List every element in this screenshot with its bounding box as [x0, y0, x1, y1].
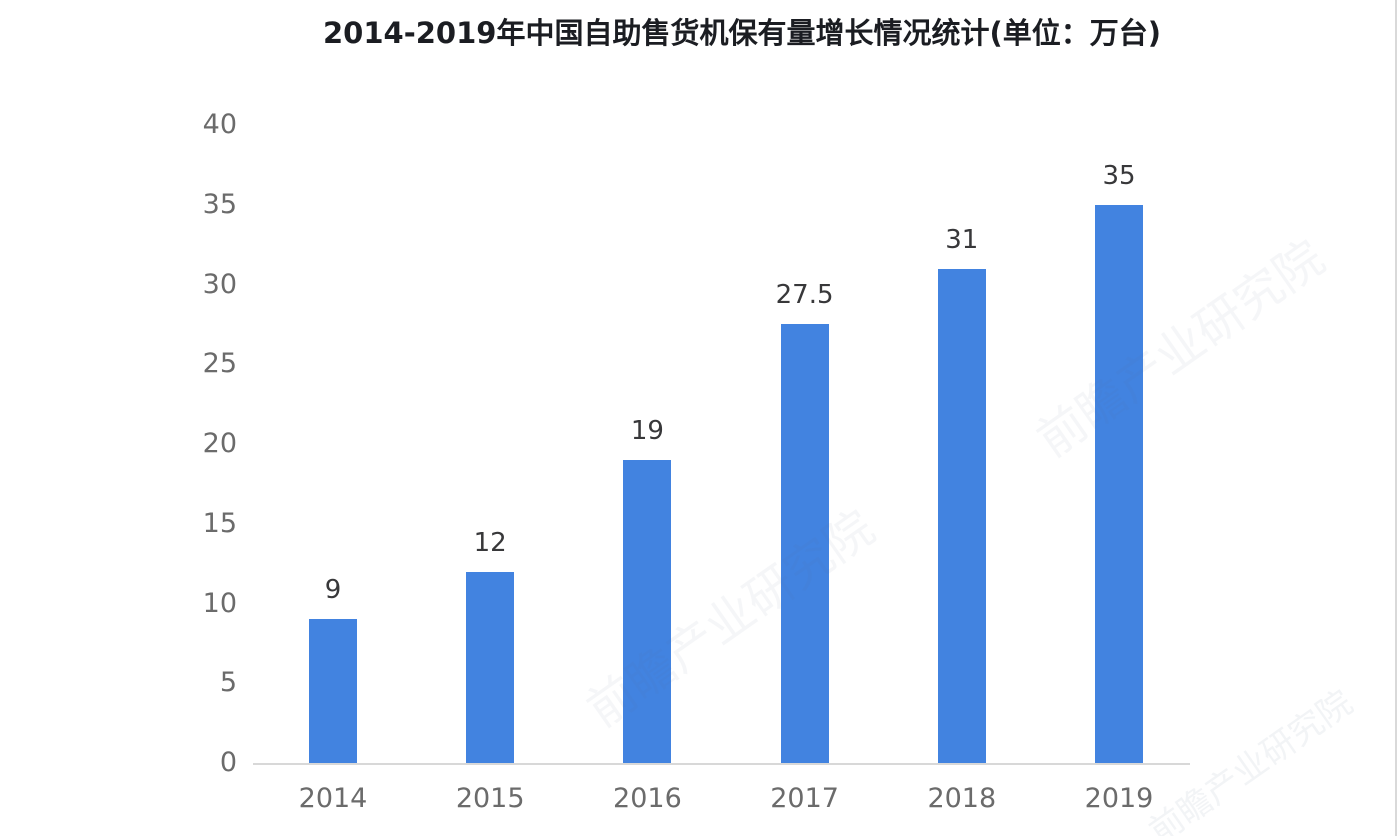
bar: [937, 268, 986, 763]
bar-group: 31 2018: [917, 125, 1007, 814]
bar-value-label: 35: [1102, 160, 1136, 191]
image-right-border: [1395, 0, 1397, 836]
y-axis-tick-label: 20: [202, 428, 237, 459]
bar-value-label: 27.5: [775, 280, 834, 311]
bar: [780, 324, 829, 763]
bar: [623, 459, 672, 763]
y-axis-tick-label: 15: [202, 507, 237, 539]
y-axis-tick-label: 5: [219, 667, 237, 699]
bar-group: 35 2019: [1074, 125, 1164, 814]
x-axis-label: 2014: [298, 783, 368, 814]
bar-group: 12 2015: [445, 125, 535, 814]
x-axis-label: 2019: [1084, 783, 1154, 814]
bar: [309, 619, 357, 763]
plot-box: 9 2014 12 2015 19 2016 27.5 2017 31 2018 35 2019: [253, 125, 1190, 814]
bar-group: 27.5 2017: [760, 125, 850, 814]
chart-title: 2014-2019年中国自助售货机保有量增长情况统计(单位：万台): [323, 16, 1161, 50]
y-axis-tick-label: 30: [202, 268, 237, 300]
bar-value-label: 19: [630, 415, 664, 446]
y-axis: 0 5 10 15 20 25 30 35 40: [157, 110, 237, 778]
bar: [1095, 204, 1143, 763]
bar-value-label: 31: [945, 224, 979, 255]
y-axis-tick-label: 25: [202, 348, 237, 380]
x-axis-label: 2016: [613, 783, 682, 814]
bar-value-label: 12: [473, 527, 507, 558]
y-axis-tick-label: 10: [202, 587, 237, 619]
bar-value-label: 9: [324, 575, 342, 606]
bar-group: 9 2014: [288, 125, 378, 814]
bar-group: 19 2016: [602, 125, 692, 814]
y-axis-tick-label: 0: [219, 747, 237, 778]
y-axis-tick-label: 35: [202, 188, 237, 220]
bar: [466, 571, 515, 763]
x-axis-label: 2018: [927, 783, 997, 814]
x-axis-label: 2015: [455, 783, 525, 814]
y-axis-tick-label: 40: [202, 109, 237, 140]
x-axis-label: 2017: [770, 783, 839, 814]
